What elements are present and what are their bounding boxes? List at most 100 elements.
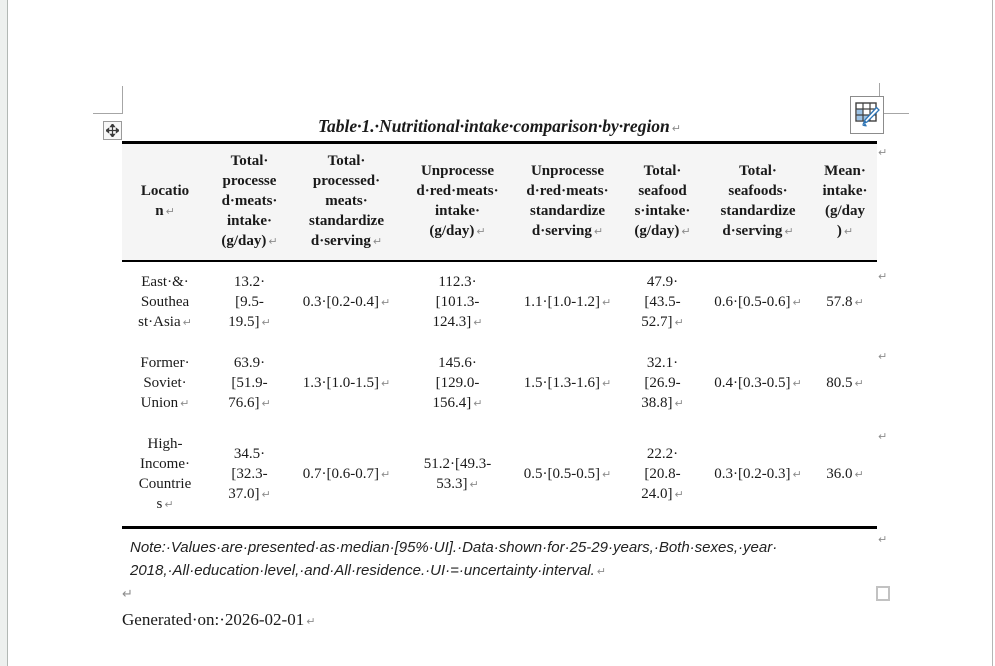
cell-end-mark: ↵ bbox=[381, 468, 391, 482]
cell-end-mark: ↵ bbox=[674, 316, 684, 329]
cell-line: standardize bbox=[530, 203, 605, 220]
cell-line: Union ↵ bbox=[140, 395, 190, 411]
table-cell-total-seafoods-intake[interactable]: 32.1· [26.9- 38.8] ↵ bbox=[622, 344, 703, 424]
cell-line: 37.0] ↵ bbox=[228, 486, 271, 503]
column-header-total-processed-meats-serving[interactable]: Total· processed· meats· standardize d·servi… bbox=[291, 142, 402, 262]
column-header-unprocessed-red-meats-intake[interactable]: Unprocesse d·red·meats· intake· (g/day) ↵ bbox=[402, 142, 513, 262]
table-cell-location[interactable]: Former· Soviet· Union ↵ bbox=[122, 344, 208, 424]
cell-line: Mean· bbox=[824, 163, 866, 180]
cell-end-mark: ↵ bbox=[792, 296, 802, 309]
cell-end-mark: ↵ bbox=[602, 377, 612, 390]
paragraph-mark: ↵ bbox=[122, 587, 133, 602]
table-cell-total-seafoods-serving[interactable]: 0.6·[0.5-0.6] ↵ bbox=[703, 261, 813, 344]
column-header-location[interactable]: Locatio n ↵ bbox=[122, 142, 208, 262]
paragraph-mark: ↵ bbox=[306, 615, 316, 628]
cell-line: [32.3- bbox=[231, 466, 268, 483]
text-boundary-corner-left bbox=[93, 86, 123, 114]
table-cell-total-seafoods-intake[interactable]: 47.9· [43.5- 52.7] ↵ bbox=[622, 261, 703, 344]
cell-end-mark: ↵ bbox=[854, 377, 864, 390]
cell-end-mark: ↵ bbox=[372, 235, 383, 249]
cell-line: d·red·meats· bbox=[526, 183, 609, 200]
column-header-total-seafoods-intake[interactable]: Total· seafood s·intake· (g/day) ↵ bbox=[622, 142, 703, 262]
end-of-row-mark: ↵ bbox=[878, 350, 888, 363]
table-cell-unprocessed-red-meats-serving[interactable]: 1.1·[1.0-1.2] ↵ bbox=[513, 261, 622, 344]
table-cell-mean-intake[interactable]: 57.8 ↵ bbox=[813, 261, 877, 344]
table-cell-total-seafoods-intake[interactable]: 22.2· [20.8- 24.0] ↵ bbox=[622, 424, 703, 528]
cell-line: Total· bbox=[327, 153, 366, 170]
cell-end-mark: ↵ bbox=[164, 498, 174, 512]
table-cell-location[interactable]: East·&· Southea st·Asia ↵ bbox=[122, 261, 208, 344]
table-cell-mean-intake[interactable]: 80.5 ↵ bbox=[813, 344, 877, 424]
cell-line: standardize bbox=[720, 203, 796, 220]
cell-end-mark: ↵ bbox=[476, 225, 486, 239]
generated-line[interactable]: Generated·on:·2026-02-01 ↵ bbox=[122, 610, 316, 629]
cell-line: 0.3·[0.2-0.4] ↵ bbox=[302, 294, 391, 310]
cell-line: (g/day bbox=[824, 203, 865, 220]
cell-line: (g/day) ↵ bbox=[429, 223, 486, 240]
table-cell-total-processed-meats-intake[interactable]: 63.9· [51.9- 76.6] ↵ bbox=[208, 344, 291, 424]
cell-line: 53.3] ↵ bbox=[436, 476, 479, 493]
cell-line: 24.0] ↵ bbox=[641, 486, 684, 503]
cell-end-mark: ↵ bbox=[381, 377, 391, 390]
column-header-mean-intake[interactable]: Mean· intake· (g/day) ↵ bbox=[813, 142, 877, 262]
table-cell-mean-intake[interactable]: 36.0 ↵ bbox=[813, 424, 877, 528]
table-cell-total-processed-meats-serving[interactable]: 1.3·[1.0-1.5] ↵ bbox=[291, 344, 402, 424]
cell-line: d·serving ↵ bbox=[310, 233, 383, 250]
table-styles-button[interactable] bbox=[850, 96, 884, 134]
table-cell-total-processed-meats-serving[interactable]: 0.3·[0.2-0.4] ↵ bbox=[291, 261, 402, 344]
cell-end-mark: ↵ bbox=[784, 225, 794, 239]
table-cell-unprocessed-red-meats-serving[interactable]: 0.5·[0.5-0.5] ↵ bbox=[513, 424, 622, 528]
cell-end-mark: ↵ bbox=[261, 316, 271, 329]
table-paintbrush-icon bbox=[855, 102, 880, 127]
cell-line: 0.7·[0.6-0.7] ↵ bbox=[302, 466, 391, 483]
table-cell-unprocessed-red-meats-intake[interactable]: 51.2·[49.3- 53.3] ↵ bbox=[402, 424, 513, 528]
cell-line: intake· bbox=[226, 213, 272, 230]
table-cell-unprocessed-red-meats-intake[interactable]: 112.3· [101.3- 124.3] ↵ bbox=[402, 261, 513, 344]
cell-line: n ↵ bbox=[155, 203, 175, 220]
end-of-row-mark: ↵ bbox=[878, 146, 888, 159]
cell-line: 47.9· bbox=[646, 274, 679, 290]
cell-line: Former· bbox=[140, 355, 190, 371]
cell-line: Southea bbox=[140, 294, 190, 310]
cell-end-mark: ↵ bbox=[180, 397, 190, 410]
cell-end-mark: ↵ bbox=[792, 377, 802, 390]
table-cell-unprocessed-red-meats-serving[interactable]: 1.5·[1.3-1.6] ↵ bbox=[513, 344, 622, 424]
table-cell-total-processed-meats-intake[interactable]: 13.2· [9.5- 19.5] ↵ bbox=[208, 261, 291, 344]
table-cell-unprocessed-red-meats-intake[interactable]: 145.6· [129.0- 156.4] ↵ bbox=[402, 344, 513, 424]
cell-line: d·serving ↵ bbox=[722, 223, 794, 240]
cell-line: 38.8] ↵ bbox=[641, 395, 684, 411]
cell-line: s ↵ bbox=[156, 496, 174, 513]
cell-line: Unprocesse bbox=[420, 163, 495, 180]
table-caption[interactable]: Table·1.·Nutritional·intake·comparison·b… bbox=[317, 116, 682, 136]
cell-line: Income· bbox=[140, 456, 190, 473]
column-header-total-seafoods-serving[interactable]: Total· seafoods· standardize d·serving ↵ bbox=[703, 142, 813, 262]
cell-end-mark: ↵ bbox=[602, 468, 612, 482]
table-cell-location[interactable]: High- Income· Countrie s ↵ bbox=[122, 424, 208, 528]
table-row: High- Income· Countrie s ↵ 34.5· [32.3- 37.0] ↵ 0… bbox=[122, 424, 877, 528]
cell-line: processe bbox=[222, 173, 277, 190]
cell-line: Total· bbox=[739, 163, 777, 180]
column-header-unprocessed-red-meats-serving[interactable]: Unprocesse d·red·meats· standardize d·servi… bbox=[513, 142, 622, 262]
cell-end-mark: ↵ bbox=[165, 205, 175, 219]
note-line: Note:·Values·are·presented·as·median·[95… bbox=[130, 539, 778, 556]
table-cell-total-processed-meats-intake[interactable]: 34.5· [32.3- 37.0] ↵ bbox=[208, 424, 291, 528]
cell-end-mark: ↵ bbox=[602, 296, 612, 309]
table-note[interactable]: Note:·Values·are·presented·as·median·[95… bbox=[130, 536, 872, 583]
table-cell-total-seafoods-serving[interactable]: 0.3·[0.2-0.3] ↵ bbox=[703, 424, 813, 528]
cell-line: Total· bbox=[643, 163, 682, 180]
cell-line: 19.5] ↵ bbox=[228, 314, 271, 330]
cell-line: 32.1· bbox=[646, 355, 679, 371]
table-cell-total-processed-meats-serving[interactable]: 0.7·[0.6-0.7] ↵ bbox=[291, 424, 402, 528]
end-of-row-mark: ↵ bbox=[878, 430, 888, 443]
cell-line: d·serving ↵ bbox=[531, 223, 604, 240]
table-cell-total-seafoods-serving[interactable]: 0.4·[0.3-0.5] ↵ bbox=[703, 344, 813, 424]
cell-line: d·meats· bbox=[221, 193, 278, 210]
cell-line: seafood bbox=[638, 183, 687, 200]
cell-line: High- bbox=[147, 436, 183, 453]
cell-line: [51.9- bbox=[231, 375, 268, 391]
cell-line: 112.3· bbox=[438, 274, 477, 290]
table-move-handle[interactable] bbox=[103, 121, 122, 140]
cell-line: 34.5· bbox=[233, 446, 266, 463]
column-header-total-processed-meats-intake[interactable]: Total· processe d·meats· intake· (g/day) ↵ bbox=[208, 142, 291, 262]
cell-line: 52.7] ↵ bbox=[641, 314, 684, 330]
